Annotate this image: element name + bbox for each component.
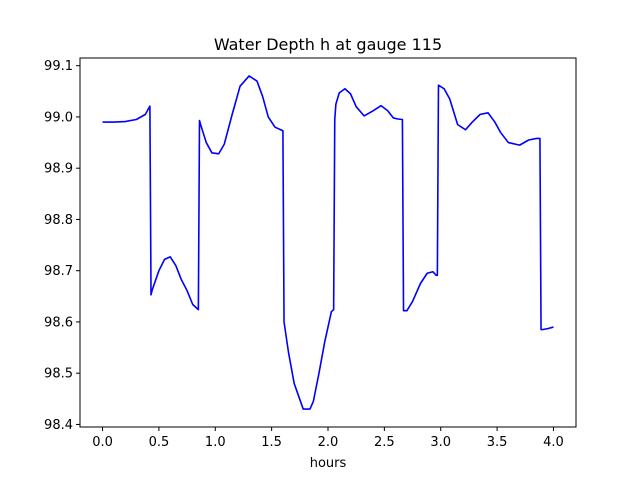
y-tick-label: 98.9 [44,162,73,177]
y-tick-label: 98.5 [44,367,73,382]
x-tick-label: 2.0 [318,435,339,450]
x-axis-label: hours [310,456,347,471]
x-tick-label: 1.5 [261,435,282,450]
x-axis: 0.0 0.5 1.0 1.5 2.0 2.5 3.0 3.5 4.0 [92,427,564,450]
y-tick-label: 98.4 [44,418,73,433]
x-tick-label: 0.0 [92,435,113,450]
x-tick-label: 3.5 [487,435,508,450]
y-tick-label: 98.7 [44,264,73,279]
x-tick-label: 3.0 [430,435,451,450]
chart-title: Water Depth h at gauge 115 [214,35,442,54]
y-tick-label: 98.6 [44,315,73,330]
x-tick-label: 4.0 [543,435,564,450]
y-tick-label: 99.0 [44,110,73,125]
axes-frame [79,57,577,428]
y-axis: 98.4 98.5 98.6 98.7 98.8 98.9 99.0 99.1 [44,59,80,433]
plot-area [102,75,554,410]
x-tick-label: 2.5 [374,435,395,450]
x-tick-label: 0.5 [149,435,170,450]
y-tick-label: 99.1 [44,59,73,74]
x-tick-label: 1.0 [205,435,226,450]
y-tick-label: 98.8 [44,213,73,228]
series-line [102,75,554,410]
